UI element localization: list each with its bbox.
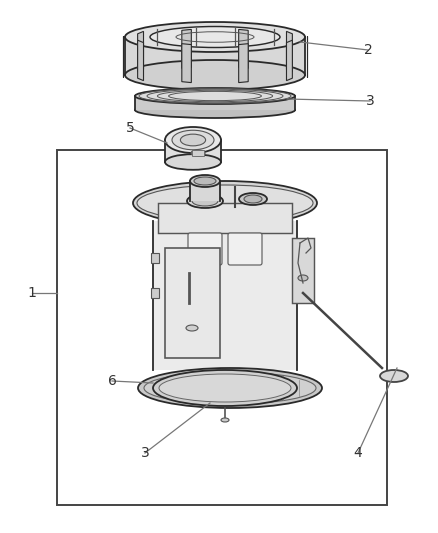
Bar	[151, 288, 159, 298]
Ellipse shape	[144, 372, 316, 404]
Bar	[165, 248, 220, 358]
Polygon shape	[138, 40, 144, 80]
Bar	[292, 238, 314, 303]
Ellipse shape	[135, 102, 295, 118]
Ellipse shape	[159, 374, 291, 402]
Ellipse shape	[221, 418, 229, 422]
Text: 1: 1	[28, 286, 36, 300]
Ellipse shape	[194, 177, 216, 185]
Ellipse shape	[244, 195, 262, 203]
Ellipse shape	[190, 175, 220, 187]
Ellipse shape	[191, 150, 205, 156]
FancyBboxPatch shape	[188, 233, 222, 265]
Text: 5: 5	[126, 121, 134, 135]
Text: 4: 4	[353, 446, 362, 460]
Bar	[151, 253, 159, 263]
Ellipse shape	[239, 193, 267, 205]
Ellipse shape	[172, 130, 214, 150]
Text: 2: 2	[364, 43, 372, 57]
Polygon shape	[286, 40, 293, 80]
Ellipse shape	[138, 368, 322, 408]
Bar	[125, 37, 305, 75]
Text: 3: 3	[366, 94, 374, 108]
Bar	[165, 140, 221, 162]
Ellipse shape	[153, 370, 297, 406]
Ellipse shape	[125, 22, 305, 52]
Bar	[190, 181, 220, 201]
Ellipse shape	[125, 60, 305, 90]
Bar	[153, 221, 297, 370]
Ellipse shape	[133, 181, 317, 225]
Bar	[192, 150, 204, 156]
Polygon shape	[286, 31, 293, 72]
FancyBboxPatch shape	[228, 233, 262, 265]
Ellipse shape	[135, 88, 295, 104]
Text: 3: 3	[141, 446, 149, 460]
Bar	[135, 96, 295, 110]
Ellipse shape	[165, 154, 221, 170]
Text: 6: 6	[108, 374, 117, 388]
Bar	[57, 150, 387, 505]
Polygon shape	[239, 44, 248, 83]
Ellipse shape	[165, 127, 221, 153]
Polygon shape	[182, 29, 191, 68]
Ellipse shape	[187, 194, 223, 208]
Ellipse shape	[180, 134, 205, 146]
Ellipse shape	[380, 370, 408, 382]
Ellipse shape	[192, 196, 218, 206]
Ellipse shape	[298, 275, 308, 281]
Ellipse shape	[186, 325, 198, 331]
Polygon shape	[138, 31, 144, 72]
Ellipse shape	[150, 27, 280, 47]
Polygon shape	[239, 29, 248, 68]
Bar	[158, 203, 292, 233]
Polygon shape	[182, 44, 191, 83]
Ellipse shape	[137, 185, 313, 221]
